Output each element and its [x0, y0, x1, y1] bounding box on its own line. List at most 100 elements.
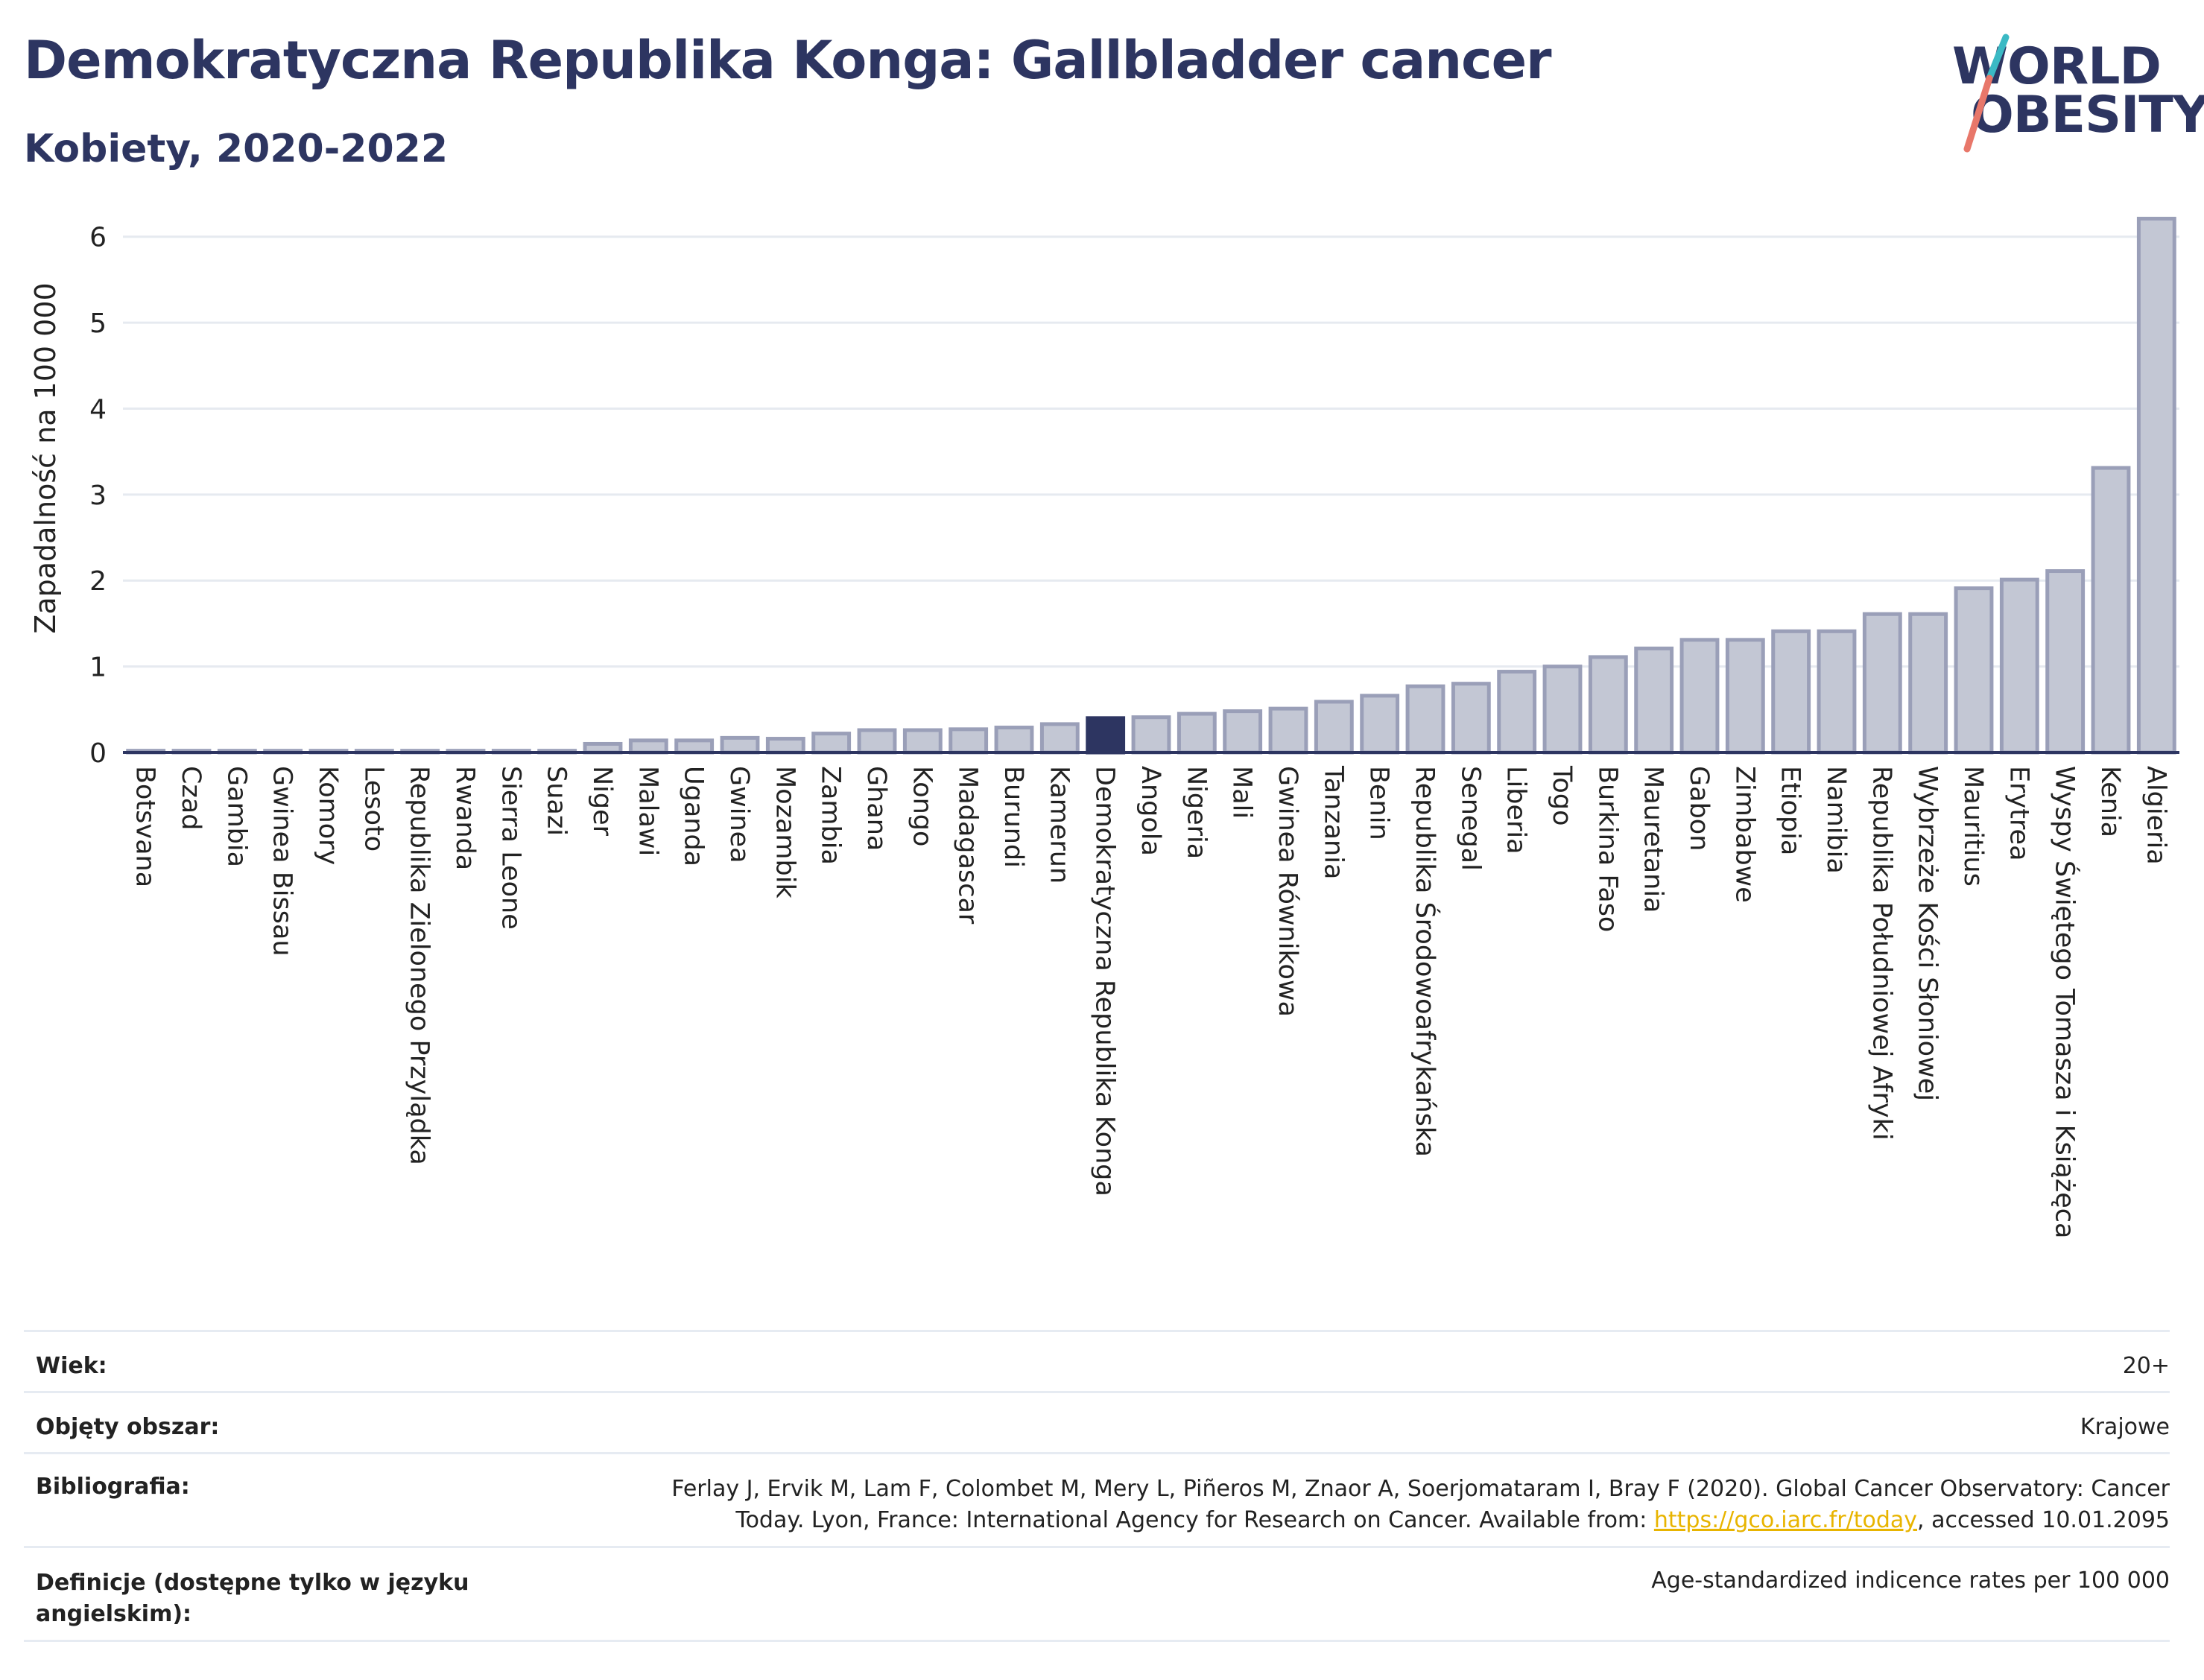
bibliography-text: Today. Lyon, France: International Agenc…: [735, 1507, 1654, 1533]
x-tick-label: Mozambik: [770, 766, 799, 898]
bibliography-line-1: Ferlay J, Ervik M, Lam F, Colombet M, Me…: [671, 1476, 2170, 1502]
x-tick-label: Togo: [1547, 765, 1577, 825]
bar: [2136, 216, 2176, 755]
x-tick-label: Suazi: [542, 766, 571, 836]
x-tick-label: Madagascar: [953, 766, 983, 925]
bar: [1451, 682, 1491, 755]
x-tick-label: Mali: [1227, 766, 1257, 819]
bar: [1862, 612, 1902, 755]
bar: [1360, 694, 1400, 755]
bar: [1817, 629, 1857, 755]
meta-row-bibliography: Bibliografia: Ferlay J, Ervik M, Lam F, …: [24, 1452, 2170, 1548]
x-tick-label: Gabon: [1684, 766, 1714, 851]
bibliography-line-2: Today. Lyon, France: International Agenc…: [671, 1505, 2170, 1536]
x-tick-label: Liberia: [1501, 766, 1531, 855]
x-tick-label: Uganda: [679, 766, 709, 866]
bar: [1268, 706, 1308, 755]
meta-key: Bibliografia:: [36, 1474, 190, 1500]
x-tick-label: Republika Środowoafrykańska: [1410, 766, 1441, 1157]
bar: [1908, 612, 1948, 755]
x-tick-label: Algieria: [2141, 766, 2170, 865]
x-tick-label: Mauretania: [1638, 766, 1668, 913]
meta-key: Wiek:: [36, 1353, 107, 1379]
x-tick-label: Niger: [587, 766, 617, 837]
bar: [628, 738, 668, 755]
x-tick-label: Zimbabwe: [1729, 766, 1759, 903]
bar: [1131, 715, 1171, 755]
x-tick-label: Etiopia: [1776, 766, 1805, 855]
x-tick-label: Burkina Faso: [1592, 766, 1622, 932]
x-tick-label: Nigeria: [1181, 766, 1211, 859]
x-tick-label: Gwinea Równikowa: [1273, 766, 1302, 1017]
meta-key: Definicje (dostępne tylko w języku angie…: [36, 1568, 469, 1630]
bar: [1679, 638, 1720, 755]
logo-slash-icon: [1963, 34, 2010, 153]
metadata-table: Wiek: 20+ Objęty obszar: Krajowe Bibliog…: [24, 1330, 2170, 1643]
x-tick-label: Republika Południowej Afryki: [1866, 766, 1896, 1141]
bar: [674, 738, 715, 755]
bar: [1177, 711, 1217, 755]
y-tick-label: 2: [89, 566, 107, 597]
page-title: Demokratyczna Republika Konga: Gallbladd…: [24, 30, 1552, 91]
x-tick-label: Tanzania: [1318, 765, 1348, 879]
x-tick-label: Kenia: [2095, 766, 2125, 837]
x-tick-label: Botsvana: [130, 766, 160, 887]
bar: [1999, 577, 2039, 755]
x-tick-label: Wyspy Świętego Tomasza i Książęca: [2050, 766, 2081, 1238]
x-tick-label: Sierra Leone: [495, 766, 525, 930]
x-tick-label: Lesoto: [358, 766, 388, 852]
meta-value: Ferlay J, Ervik M, Lam F, Colombet M, Me…: [671, 1474, 2170, 1536]
meta-bottom-border: [24, 1640, 2170, 1642]
x-tick-label: Ghana: [861, 766, 891, 851]
meta-row-area: Objęty obszar: Krajowe: [24, 1391, 2170, 1454]
y-tick-label: 0: [89, 738, 107, 769]
world-obesity-logo: WORLD OBESITY: [1937, 22, 2204, 156]
bar-chart: 0 1 2 3 4 5 6 Zapadalność na 100 000 Botsvana Cza…: [29, 216, 2179, 1238]
bar: [811, 732, 852, 755]
x-tick-label: Angola: [1136, 766, 1165, 856]
x-tick-label: Namibia: [1821, 766, 1851, 874]
meta-row-age: Wiek: 20+: [24, 1330, 2170, 1393]
y-tick-label: 1: [89, 653, 107, 683]
y-axis-label: Zapadalność na 100 000: [29, 282, 62, 633]
bar: [1086, 716, 1126, 755]
bar: [902, 728, 943, 755]
x-tick-label: Kamerun: [1044, 766, 1074, 884]
bar: [1542, 665, 1583, 755]
bar: [857, 728, 897, 755]
bar: [2091, 466, 2131, 755]
definitions-key-line-2: angielskim):: [36, 1601, 192, 1627]
bar: [2045, 569, 2086, 755]
x-tick-label: Gwinea: [724, 766, 754, 863]
meta-key: Objęty obszar:: [36, 1414, 220, 1440]
logo-text-obesity: OBESITY: [1971, 86, 2204, 145]
x-tick-label: Komory: [313, 766, 343, 865]
bar: [1223, 709, 1263, 755]
page-subtitle: Kobiety, 2020-2022: [24, 127, 449, 171]
bar: [1725, 638, 1765, 755]
bar: [1588, 655, 1628, 755]
source-link[interactable]: https://gco.iarc.fr/today: [1653, 1507, 1918, 1533]
meta-value: 20+: [2122, 1353, 2170, 1379]
x-tick-label: Rwanda: [450, 766, 480, 870]
bar: [720, 735, 760, 755]
bar: [1634, 646, 1674, 755]
y-tick-label: 6: [89, 223, 107, 253]
x-tick-label: Zambia: [816, 766, 846, 865]
bar: [1039, 722, 1080, 755]
x-tick-label: Erytrea: [2004, 766, 2033, 861]
bar: [1314, 700, 1354, 755]
y-tick-label: 5: [89, 308, 107, 339]
bar: [765, 737, 805, 755]
x-tick-label: Gwinea Bissau: [267, 766, 297, 957]
x-tick-label: Demokratyczna Republika Konga: [1090, 766, 1120, 1196]
x-tick-label: Republika Zielonego Przylądka: [405, 766, 434, 1165]
meta-value: Age-standardized indicence rates per 100…: [1651, 1568, 2170, 1594]
x-tick-label: Wybrzeże Kości Słoniowej: [1913, 766, 1942, 1101]
x-tick-label: Burundi: [998, 766, 1028, 868]
x-tick-label: Mauritius: [1958, 766, 1988, 887]
meta-value: Krajowe: [2080, 1414, 2170, 1440]
x-tick-label: Senegal: [1455, 766, 1485, 871]
y-tick-label: 4: [89, 394, 107, 425]
meta-row-definitions: Definicje (dostępne tylko w języku angie…: [24, 1546, 2170, 1642]
